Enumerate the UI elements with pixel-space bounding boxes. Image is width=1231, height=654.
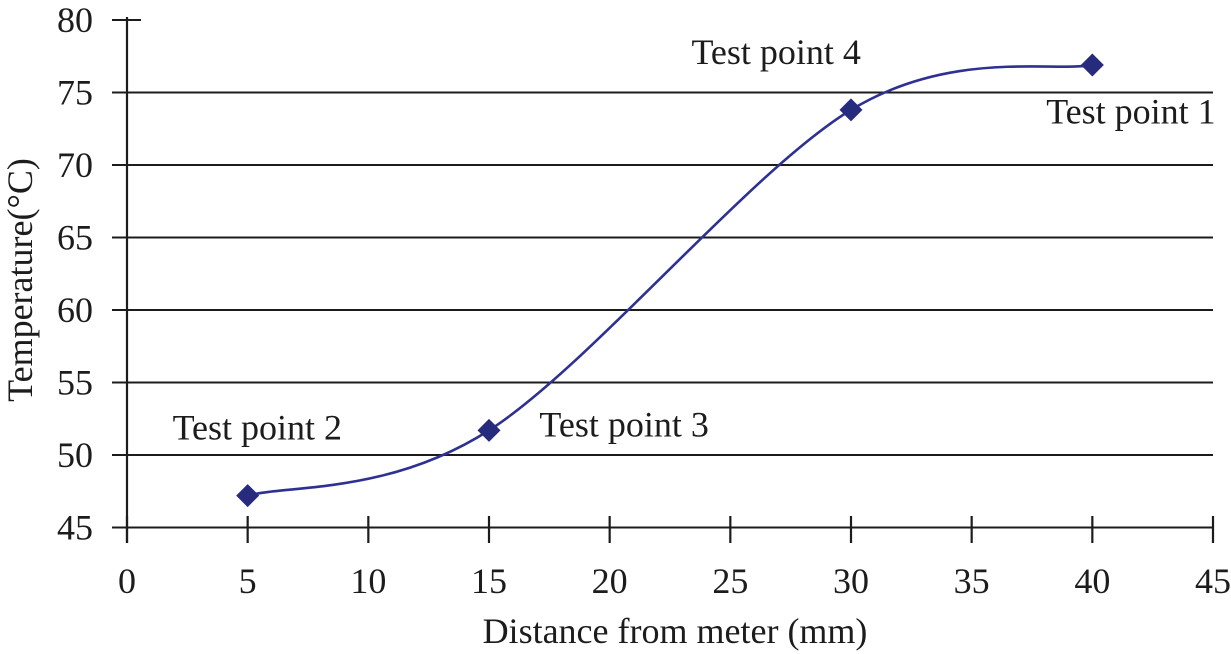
x-tick-label: 40: [1074, 561, 1110, 601]
y-tick-label: 60: [57, 290, 93, 330]
h-gridlines: [112, 19, 1213, 529]
y-tick-label: 45: [57, 508, 93, 548]
x-tick-label: 45: [1195, 561, 1231, 601]
y-tick-labels: 45 50 55 60 65 70 75 80: [57, 0, 93, 548]
data-point-marker: [1080, 53, 1104, 77]
annotation-test-point-4: Test point 4: [691, 32, 860, 72]
x-tick-label: 25: [712, 561, 748, 601]
x-tick-label: 35: [954, 561, 990, 601]
data-point-marker: [236, 484, 260, 508]
x-tick-label: 20: [592, 561, 628, 601]
x-tick-label: 10: [350, 561, 386, 601]
x-tick-label: 5: [239, 561, 257, 601]
series-markers: [236, 53, 1104, 508]
data-point-marker: [477, 418, 501, 442]
annotation-test-point-1: Test point 1: [1046, 91, 1215, 131]
x-tick-label: 30: [833, 561, 869, 601]
x-axis-title: Distance from meter (mm): [482, 611, 868, 651]
x-tick-label: 0: [118, 561, 136, 601]
y-tick-label: 50: [57, 435, 93, 475]
x-tick-labels: 0 5 10 15 20 25 30 35 40 45: [118, 561, 1231, 601]
annotation-test-point-3: Test point 3: [539, 405, 708, 445]
data-point-marker: [839, 98, 863, 122]
y-tick-label: 80: [57, 0, 93, 40]
y-tick-label: 75: [57, 73, 93, 113]
series-curve: [247, 63, 1093, 497]
y-axis-title: Temperature(°C): [0, 158, 40, 402]
x-tick-marks: [125, 516, 1215, 543]
annotation-test-point-2: Test point 2: [173, 407, 342, 447]
y-tick-label: 65: [57, 218, 93, 258]
y-tick-label: 55: [57, 363, 93, 403]
y-tick-label: 70: [57, 145, 93, 185]
annotations: Test point 2 Test point 3 Test point 4 Test…: [173, 32, 1216, 448]
x-tick-label: 15: [471, 561, 507, 601]
